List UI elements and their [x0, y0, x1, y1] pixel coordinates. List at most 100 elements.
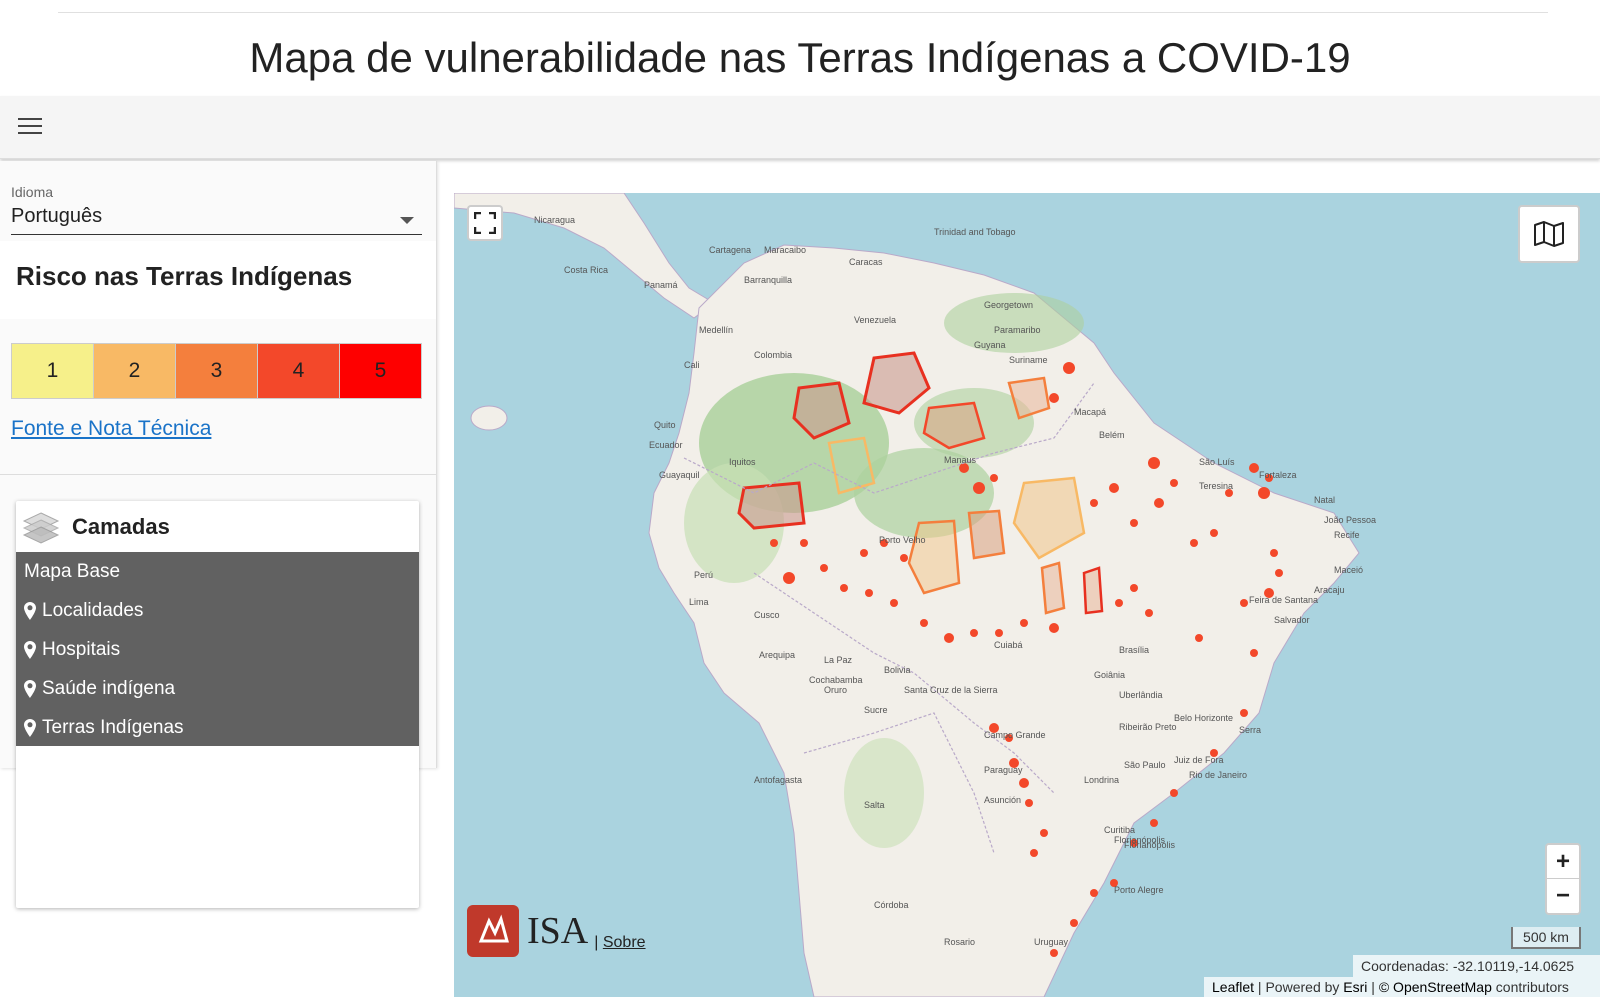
map-place-label: Belo Horizonte — [1174, 713, 1233, 723]
layers-title: Camadas — [72, 513, 170, 539]
toolbar — [0, 96, 1600, 159]
coordinates-readout: Coordenadas: -32.10119,-14.0625 — [1353, 955, 1600, 977]
map-place-label: Cali — [684, 360, 700, 370]
top-divider — [58, 12, 1548, 13]
territory-polygon — [792, 381, 851, 440]
map-place-label: Colombia — [754, 350, 792, 360]
map-place-label: Guayaquil — [659, 470, 700, 480]
map-place-label: Cartagena — [709, 245, 751, 255]
risk-level-5: 5 — [340, 344, 421, 398]
forest-area — [854, 448, 994, 538]
map-place-label: Lima — [689, 597, 709, 607]
layer-localidades[interactable]: Localidades — [16, 591, 419, 630]
leaflet-link[interactable]: Leaflet — [1212, 979, 1255, 995]
map-place-label: Arequipa — [759, 650, 795, 660]
layer-label: Terras Indígenas — [42, 716, 184, 738]
basemap-switch-button[interactable] — [1518, 205, 1580, 263]
map-place-label: Cusco — [754, 610, 780, 620]
map-pin-icon — [24, 718, 36, 737]
map-place-label: Sucre — [864, 705, 888, 715]
border-line — [803, 712, 995, 854]
map-place-label: Juiz de Fora — [1174, 755, 1224, 765]
osm-link[interactable]: © OpenStreetMap — [1378, 979, 1492, 995]
map-place-label: Medellín — [699, 325, 733, 335]
map-place-label: Feira de Santana — [1249, 595, 1318, 605]
language-select[interactable]: Português — [11, 201, 422, 235]
map-place-label: Antofagasta — [754, 775, 802, 785]
page-title: Mapa de vulnerabilidade nas Terras Indíg… — [249, 34, 1351, 81]
map-place-label: São Paulo — [1124, 760, 1166, 770]
map-place-label: Iquitos — [729, 457, 756, 467]
about-link[interactable]: Sobre — [602, 934, 646, 951]
map-place-label: Teresina — [1199, 481, 1233, 491]
map-place-label: Porto Alegre — [1114, 885, 1164, 895]
map-place-label: Quito — [654, 420, 676, 430]
map-place-label: Paraguay — [984, 765, 1023, 775]
map-place-label: Maceió — [1334, 565, 1363, 575]
risk-legend: 1 2 3 4 5 — [11, 343, 422, 399]
map-place-label: Londrina — [1084, 775, 1119, 785]
forest-area — [944, 293, 1084, 353]
border-line — [683, 382, 1095, 494]
territory-polygon — [967, 509, 1006, 560]
layers-icon — [22, 511, 60, 544]
zoom-in-button[interactable]: + — [1547, 845, 1579, 879]
map-place-label: Florianópolis — [1114, 835, 1166, 845]
language-value: Português — [11, 205, 103, 227]
layer-terras-indigenas[interactable]: Terras Indígenas — [16, 708, 419, 747]
layer-hospitais[interactable]: Hospitais — [16, 630, 419, 669]
map-place-label: Curitiba — [1104, 825, 1135, 835]
territory-polygon — [827, 436, 876, 495]
territory-polygon — [1082, 566, 1104, 615]
hamburger-menu-icon[interactable] — [18, 118, 46, 138]
fullscreen-button[interactable] — [467, 205, 503, 241]
map-pin-icon — [24, 640, 36, 659]
risk-section — [0, 241, 436, 319]
layer-saude-indigena[interactable]: Saúde indígena — [16, 669, 419, 708]
territory-polygon — [1007, 376, 1051, 420]
chevron-down-icon — [400, 217, 414, 224]
map-place-label: Costa Rica — [564, 265, 608, 275]
map-place-label: Rosario — [944, 937, 975, 947]
map-place-label: João Pessoa — [1324, 515, 1376, 525]
map-place-label: Panamá — [644, 280, 678, 290]
source-link[interactable]: Fonte e Nota Técnica — [11, 417, 212, 440]
territory-polygon — [1012, 476, 1086, 560]
scale-bar: 500 km — [1511, 927, 1581, 949]
layers-list: Mapa Base Localidades Hospitais Saúde in… — [16, 552, 419, 746]
map-place-label: Belém — [1099, 430, 1125, 440]
map-place-label: Macapá — [1074, 407, 1106, 417]
sidebar-divider — [0, 474, 436, 475]
contributors-text: contributors — [1495, 979, 1569, 995]
map-place-label: Natal — [1314, 495, 1335, 505]
map-place-label: Rio de Janeiro — [1189, 770, 1247, 780]
isa-logo-icon — [467, 905, 519, 957]
zoom-out-button[interactable]: − — [1555, 882, 1570, 909]
map-place-label: Porto Velho — [879, 535, 926, 545]
risk-level-4: 4 — [258, 344, 340, 398]
risk-level-2: 2 — [94, 344, 176, 398]
map-place-label: Campo Grande — [984, 730, 1046, 740]
territory-polygon — [907, 519, 961, 595]
powered-by-text: Powered by — [1265, 979, 1340, 995]
layer-base-map[interactable]: Mapa Base — [16, 552, 419, 591]
layer-label: Mapa Base — [24, 560, 121, 582]
esri-link[interactable]: Esri — [1343, 979, 1368, 995]
layers-header: Camadas — [16, 501, 419, 552]
map-pin-icon — [24, 679, 36, 698]
territory-polygon — [862, 351, 931, 415]
map-place-label: Georgetown — [984, 300, 1033, 310]
isa-logo-text: ISA — [527, 910, 589, 952]
map-place-label: Ecuador — [649, 440, 683, 450]
map-pin-icon — [24, 601, 36, 620]
map-place-label: Ribeirão Preto — [1119, 722, 1177, 732]
map-place-label: Asunción — [984, 795, 1021, 805]
map-view[interactable]: Venezuela Colombia Guyana Suriname Ecuador Pe… — [454, 193, 1600, 997]
about-link-wrapper: | Sobre — [594, 934, 646, 951]
map-place-label: Cochabamba — [809, 675, 863, 685]
map-place-label: Barranquilla — [744, 275, 792, 285]
map-place-label: Cuiabá — [994, 640, 1023, 650]
map-place-label: Oruro — [824, 685, 847, 695]
layers-panel: Camadas Mapa Base Localidades Hospitais … — [16, 501, 419, 908]
